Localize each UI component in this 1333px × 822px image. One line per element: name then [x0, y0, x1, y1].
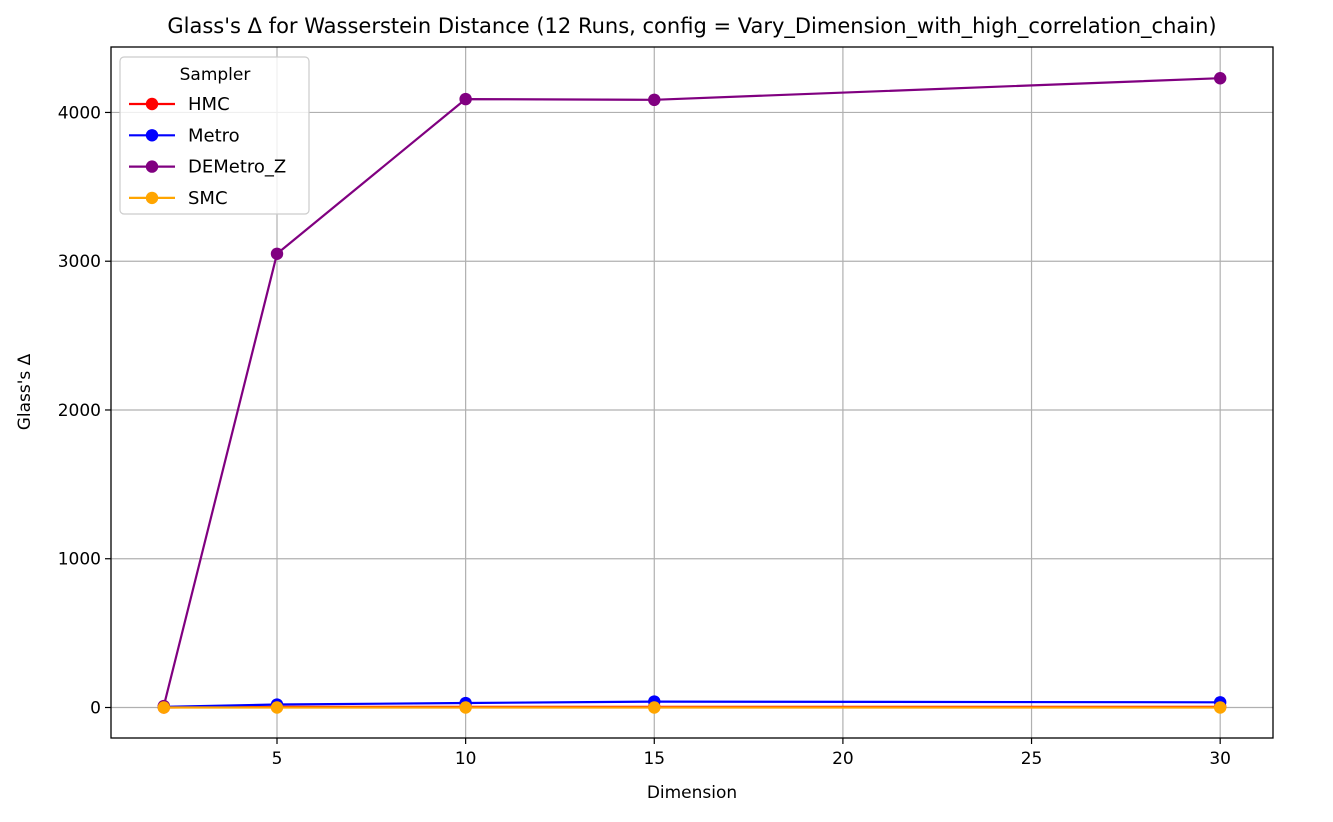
plot-frame [110, 46, 1274, 739]
y-tick-label: 3000 [58, 252, 101, 272]
data-point-demetro-z [459, 92, 472, 106]
y-axis-label: Glass's Δ [15, 353, 35, 430]
x-tick-label: 10 [455, 749, 477, 769]
data-point-smc [1213, 701, 1227, 714]
legend-marker [145, 129, 159, 142]
series-smc [157, 701, 1227, 714]
legend-marker [145, 97, 159, 111]
legend-title: Sampler [180, 65, 251, 85]
legend-box [119, 56, 310, 215]
series-demetro-z [157, 72, 1227, 713]
data-point-smc [648, 701, 661, 714]
y-axis: 0 1000 2000 3000 4000 [58, 103, 111, 719]
legend-item-metro: Metro [129, 125, 240, 146]
legend-marker [145, 160, 159, 173]
data-point-demetro-z [270, 247, 284, 260]
legend-marker [145, 191, 159, 205]
y-tick-label: 0 [90, 699, 101, 719]
x-tick-label: 25 [1021, 749, 1043, 769]
x-tick-label: 20 [832, 749, 854, 769]
y-tick-label: 2000 [58, 401, 101, 421]
data-point-smc [459, 701, 472, 714]
x-axis-label: Dimension [647, 783, 737, 803]
x-tick-label: 30 [1209, 749, 1231, 769]
data-point-demetro-z [1213, 72, 1227, 85]
x-tick-label: 5 [272, 749, 283, 769]
legend-item-smc: SMC [129, 188, 228, 209]
chart-title: Glass's Δ for Wasserstein Distance (12 R… [167, 14, 1216, 39]
x-tick-label: 15 [643, 749, 665, 769]
data-point-smc [270, 701, 284, 714]
legend-item-hmc: HMC [129, 94, 230, 115]
series-metro [157, 695, 1227, 713]
data-point-demetro-z [648, 93, 661, 107]
y-tick-label: 1000 [58, 550, 101, 570]
series-line-demetro-z [162, 77, 1221, 707]
legend-label: Metro [188, 125, 240, 146]
data-point-smc [157, 701, 171, 714]
legend-label: SMC [188, 188, 228, 209]
y-tick-label: 4000 [58, 103, 101, 123]
legend-label: HMC [188, 94, 230, 115]
series-layer [157, 72, 1227, 714]
legend-item-demetro-z: DEMetro_Z [129, 157, 286, 178]
legend: Sampler HMC Metro DEMetro_Z SMC [119, 56, 310, 215]
legend-label: DEMetro_Z [188, 157, 286, 178]
x-axis: 5 10 15 20 25 30 [272, 738, 1231, 769]
